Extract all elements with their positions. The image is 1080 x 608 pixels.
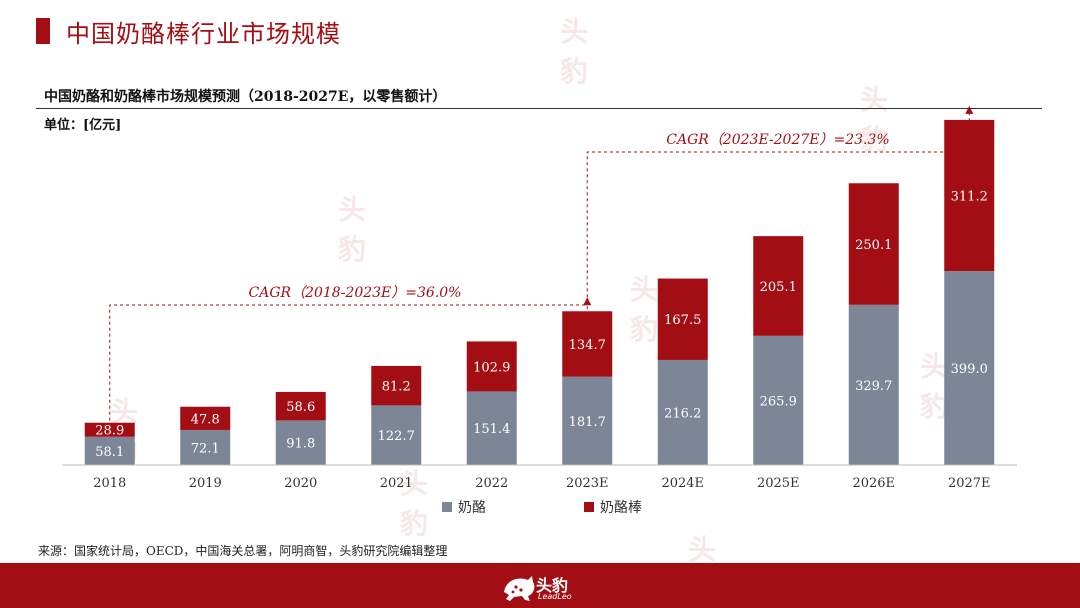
data-label-cheese-stick-2027E: 311.2 (951, 190, 988, 205)
x-tick-label-2024E: 2024E (661, 476, 704, 491)
data-label-cheese-stick-2021: 81.2 (382, 380, 411, 395)
legend-label-cheese: 奶酪 (458, 500, 486, 516)
cagr-label-2: CAGR（2023E-2027E）=23.3% (666, 132, 889, 148)
bar-cheese-2020 (275, 420, 326, 465)
legend-swatch-cheese-stick (584, 502, 594, 512)
bar-cheese-2021 (371, 405, 422, 465)
data-label-cheese-stick-2020: 58.6 (286, 400, 315, 415)
data-label-cheese-2026E: 329.7 (855, 379, 892, 394)
header-rule (36, 108, 1042, 109)
data-label-cheese-2021: 122.7 (378, 429, 415, 444)
bar-cheese-stick-2018 (84, 422, 135, 437)
legend-label-cheese-stick: 奶酪棒 (600, 500, 642, 516)
x-tick-label-2027E: 2027E (948, 476, 991, 491)
bar-cheese-2018 (84, 436, 135, 465)
source-note: 来源：国家统计局，OECD，中国海关总署，阿明商智，头豹研究院编辑整理 (38, 544, 448, 558)
bar-cheese-2023E (562, 376, 613, 465)
bar-cheese-stick-2024E (657, 278, 708, 360)
x-tick-label-2018: 2018 (93, 476, 126, 491)
leopard-logo-icon (504, 576, 535, 601)
bar-cheese-2026E (848, 304, 899, 465)
data-label-cheese-stick-2024E: 167.5 (664, 313, 701, 328)
data-label-cheese-stick-2026E: 250.1 (855, 238, 892, 253)
data-label-cheese-2020: 91.8 (286, 437, 315, 452)
stacked-bar-chart: 58.1 28.9 2018 72.1 47.8 2019 91.8 58.6 2020 122.… (62, 105, 1017, 516)
data-label-cheese-stick-2019: 47.8 (191, 412, 220, 427)
x-tick-label-2022: 2022 (475, 476, 508, 491)
data-label-cheese-stick-2022: 102.9 (473, 360, 510, 375)
bar-cheese-2022 (466, 391, 517, 465)
bar-cheese-stick-2019 (180, 406, 231, 430)
x-tick-label-2023E: 2023E (566, 476, 609, 491)
bar-cheese-stick-2023E (562, 311, 613, 377)
cagr-bracket-2 (586, 105, 974, 310)
data-label-cheese-2024E: 216.2 (664, 406, 701, 421)
bar-cheese-2025E (753, 335, 804, 465)
chart-subtitle: 中国奶酪和奶酪棒市场规模预测（2018-2027E，以零售额计） (44, 89, 447, 105)
bar-cheese-stick-2022 (466, 341, 517, 392)
data-label-cheese-stick-2018: 28.9 (95, 424, 124, 439)
bar-cheese-2027E (944, 271, 995, 465)
footer-brand-sub: LeadLeo (538, 592, 572, 601)
bar-cheese-2024E (657, 359, 708, 465)
bar-cheese-stick-2026E (848, 183, 899, 305)
cagr-label-1: CAGR（2018-2023E）=36.0% (249, 285, 462, 301)
bar-cheese-stick-2021 (371, 365, 422, 406)
bar-cheese-2019 (180, 429, 231, 465)
footer-brand: 头豹 (536, 576, 569, 595)
unit-label: 单位：[亿元] (44, 118, 122, 133)
page-title: 中国奶酪棒行业市场规模 (66, 20, 341, 48)
x-tick-label-2025E: 2025E (757, 476, 800, 491)
x-tick-label-2020: 2020 (284, 476, 317, 491)
bar-cheese-stick-2025E (753, 236, 804, 336)
data-label-cheese-2025E: 265.9 (760, 394, 797, 409)
legend-swatch-cheese (442, 502, 452, 512)
x-tick-label-2019: 2019 (189, 476, 222, 491)
x-tick-label-2021: 2021 (380, 476, 413, 491)
bar-cheese-stick-2020 (275, 391, 326, 421)
data-label-cheese-2027E: 399.0 (951, 362, 988, 377)
data-label-cheese-2018: 58.1 (95, 445, 124, 460)
data-label-cheese-stick-2023E: 134.7 (569, 338, 606, 353)
x-tick-label-2026E: 2026E (852, 476, 895, 491)
title-accent-bar (36, 18, 50, 44)
data-label-cheese-stick-2025E: 205.1 (760, 280, 797, 295)
footer-bar (0, 563, 1080, 608)
data-label-cheese-2023E: 181.7 (569, 415, 606, 430)
data-label-cheese-2019: 72.1 (191, 441, 220, 456)
data-label-cheese-2022: 151.4 (473, 422, 510, 437)
